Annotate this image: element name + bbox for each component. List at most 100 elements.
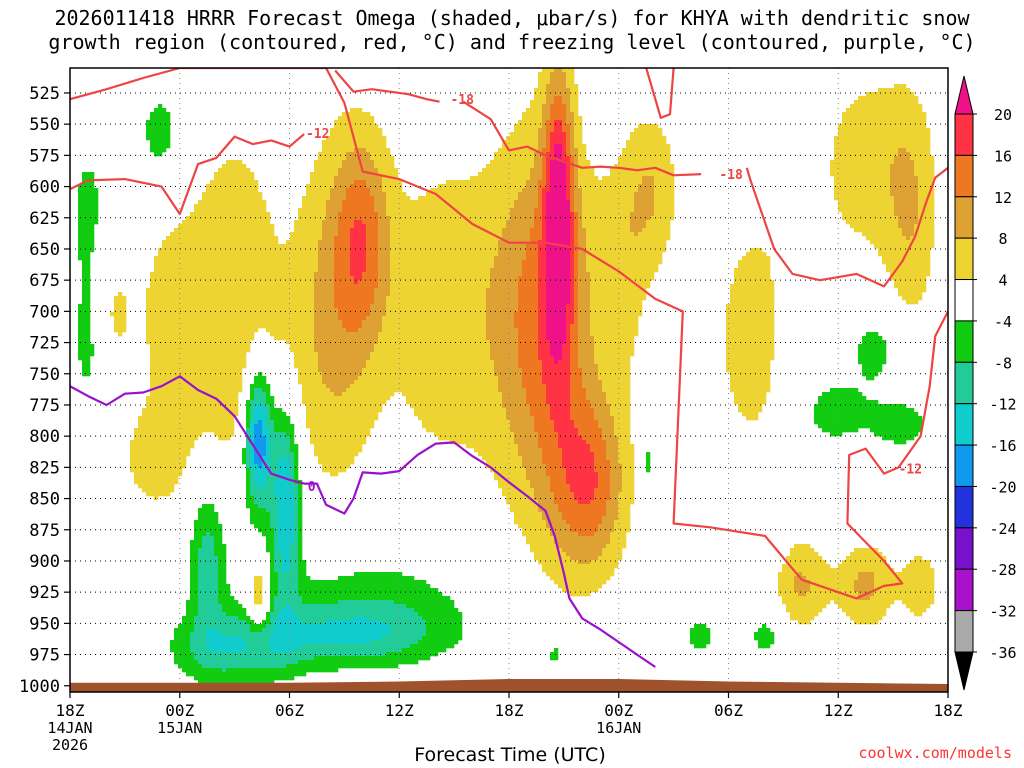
- omega-cell: [274, 456, 279, 461]
- omega-cell: [266, 268, 271, 273]
- omega-cell: [238, 188, 243, 193]
- omega-cell: [178, 368, 183, 373]
- omega-cell: [238, 656, 243, 661]
- omega-cell: [338, 384, 343, 389]
- omega-cell: [302, 360, 307, 365]
- omega-cell: [234, 652, 239, 657]
- omega-cell: [278, 412, 283, 417]
- omega-cell: [246, 224, 251, 229]
- omega-cell: [238, 264, 243, 269]
- omega-cell: [158, 304, 163, 309]
- omega-cell: [318, 232, 323, 237]
- omega-cell: [214, 240, 219, 245]
- omega-cell: [322, 452, 327, 457]
- omega-cell: [210, 532, 215, 537]
- omega-cell: [290, 508, 295, 513]
- omega-cell: [182, 328, 187, 333]
- omega-cell: [306, 616, 311, 621]
- omega-cell: [234, 184, 239, 189]
- omega-cell: [214, 192, 219, 197]
- omega-cell: [162, 284, 167, 289]
- omega-cell: [150, 288, 155, 293]
- omega-cell: [130, 456, 135, 461]
- omega-cell: [306, 280, 311, 285]
- omega-cell: [178, 392, 183, 397]
- omega-cell: [346, 124, 351, 129]
- omega-cell: [230, 624, 235, 629]
- omega-cell: [314, 664, 319, 669]
- omega-cell: [314, 424, 319, 429]
- omega-cell: [310, 240, 315, 245]
- omega-cell: [302, 280, 307, 285]
- omega-cell: [218, 596, 223, 601]
- omega-cell: [138, 452, 143, 457]
- omega-cell: [290, 328, 295, 333]
- omega-cell: [82, 260, 87, 265]
- omega-cell: [322, 188, 327, 193]
- omega-cell: [278, 584, 283, 589]
- omega-cell: [150, 364, 155, 369]
- omega-cell: [346, 664, 351, 669]
- omega-cell: [182, 376, 187, 381]
- omega-cell: [182, 408, 187, 413]
- omega-cell: [186, 252, 191, 257]
- omega-cell: [130, 448, 135, 453]
- omega-cell: [86, 236, 91, 241]
- omega-cell: [326, 340, 331, 345]
- omega-cell: [218, 220, 223, 225]
- omega-cell: [342, 316, 347, 321]
- omega-cell: [214, 572, 219, 577]
- omega-cell: [258, 596, 263, 601]
- omega-cell: [230, 600, 235, 605]
- omega-cell: [250, 504, 255, 509]
- omega-cell: [182, 380, 187, 385]
- omega-cell: [334, 180, 339, 185]
- omega-cell: [78, 352, 83, 357]
- omega-cell: [282, 600, 287, 605]
- omega-cell: [306, 376, 311, 381]
- omega-cell: [346, 608, 351, 613]
- omega-cell: [326, 296, 331, 301]
- omega-cell: [306, 328, 311, 333]
- omega-cell: [206, 540, 211, 545]
- omega-cell: [202, 248, 207, 253]
- omega-cell: [226, 360, 231, 365]
- omega-cell: [170, 472, 175, 477]
- omega-cell: [202, 664, 207, 669]
- omega-cell: [278, 672, 283, 677]
- omega-cell: [282, 300, 287, 305]
- omega-cell: [166, 132, 171, 137]
- omega-cell: [294, 484, 299, 489]
- omega-cell: [346, 340, 351, 345]
- omega-cell: [342, 116, 347, 121]
- omega-cell: [234, 644, 239, 649]
- omega-cell: [270, 268, 275, 273]
- omega-cell: [90, 184, 95, 189]
- omega-cell: [202, 268, 207, 273]
- omega-cell: [250, 660, 255, 665]
- omega-cell: [334, 376, 339, 381]
- omega-cell: [282, 560, 287, 565]
- omega-cell: [238, 336, 243, 341]
- omega-cell: [218, 600, 223, 605]
- omega-cell: [334, 292, 339, 297]
- omega-cell: [274, 524, 279, 529]
- omega-cell: [282, 660, 287, 665]
- omega-cell: [178, 360, 183, 365]
- omega-cell: [162, 428, 167, 433]
- omega-cell: [302, 596, 307, 601]
- omega-cell: [202, 380, 207, 385]
- omega-cell: [350, 308, 355, 313]
- omega-cell: [210, 260, 215, 265]
- omega-cell: [198, 624, 203, 629]
- omega-cell: [206, 628, 211, 633]
- omega-cell: [246, 176, 251, 181]
- omega-cell: [174, 380, 179, 385]
- omega-cell: [170, 292, 175, 297]
- omega-cell: [330, 588, 335, 593]
- omega-cell: [330, 216, 335, 221]
- omega-cell: [150, 128, 155, 133]
- omega-cell: [214, 584, 219, 589]
- omega-cell: [258, 644, 263, 649]
- omega-cell: [330, 428, 335, 433]
